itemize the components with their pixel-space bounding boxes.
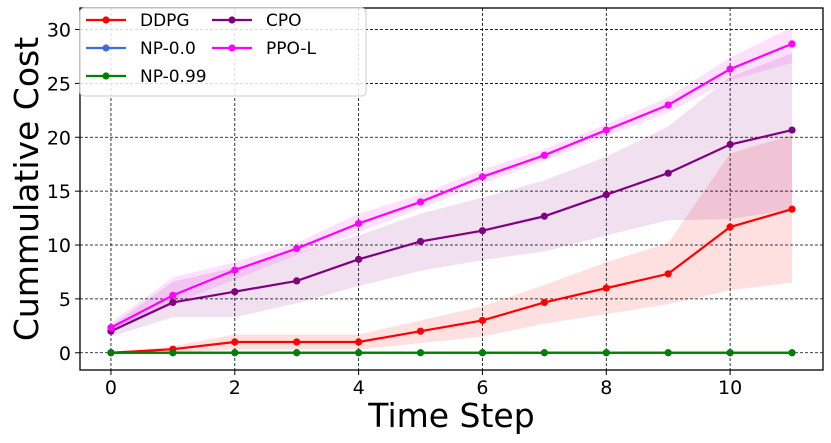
data-point-ppo-l bbox=[540, 151, 548, 159]
data-point-np-0-99 bbox=[540, 349, 548, 357]
data-point-ppo-l bbox=[355, 219, 363, 228]
y-tick-label: 30 bbox=[47, 20, 71, 42]
series-line-ppo-l bbox=[110, 42, 793, 329]
data-point-cpo bbox=[602, 191, 610, 199]
data-point-ppo-l bbox=[169, 291, 177, 299]
data-point-cpo bbox=[416, 237, 425, 246]
data-point-ppo-l bbox=[107, 324, 115, 332]
data-point-np-0-99 bbox=[664, 349, 672, 357]
legend: DDPG NP-0.0 NP-0.99 CPO PPO-L bbox=[79, 7, 367, 97]
data-point-ddpg bbox=[231, 338, 239, 346]
data-point-ppo-l bbox=[788, 40, 796, 48]
data-point-cpo bbox=[478, 227, 487, 235]
axis-ticks: 0 2 4 6 8 10 0 5 10 15 20 25 30 bbox=[47, 20, 742, 399]
plot-frame bbox=[79, 7, 824, 371]
data-point-np-0-99 bbox=[293, 349, 301, 357]
x-tick-label: 8 bbox=[600, 377, 612, 399]
x-tick-label: 10 bbox=[718, 377, 742, 399]
y-tick-label: 15 bbox=[47, 181, 71, 203]
data-point-cpo bbox=[788, 126, 796, 134]
data-point-ddpg bbox=[478, 316, 487, 325]
y-axis-label: Cummulative Cost bbox=[7, 37, 46, 341]
legend-marker-np-0-0 bbox=[102, 44, 110, 52]
data-point-cpo bbox=[726, 140, 734, 149]
data-point-ppo-l bbox=[293, 244, 301, 253]
legend-label-ppo-l: PPO-L bbox=[266, 39, 316, 59]
series-lines bbox=[107, 40, 796, 357]
legend-marker-ddpg bbox=[102, 16, 110, 24]
data-point-ppo-l bbox=[478, 173, 487, 181]
data-point-np-0-99 bbox=[726, 349, 734, 357]
band-ppo-l bbox=[110, 27, 793, 333]
legend-box bbox=[79, 7, 367, 97]
y-tick-label: 20 bbox=[47, 127, 71, 149]
band-ddpg bbox=[110, 135, 793, 353]
x-tick-label: 6 bbox=[476, 377, 488, 399]
series-line-cpo bbox=[110, 128, 793, 333]
x-tick-label: 4 bbox=[353, 377, 365, 399]
data-point-np-0-99 bbox=[355, 349, 363, 357]
data-point-ppo-l bbox=[664, 101, 672, 109]
legend-marker-np-0-99 bbox=[102, 72, 110, 80]
data-point-ddpg bbox=[416, 327, 425, 335]
confidence-bands bbox=[110, 27, 793, 353]
data-point-cpo bbox=[293, 277, 301, 285]
data-point-ddpg bbox=[726, 223, 734, 231]
data-point-np-0-99 bbox=[602, 349, 610, 357]
data-point-ddpg bbox=[602, 284, 610, 292]
legend-label-np-0-0: NP-0.0 bbox=[140, 39, 196, 59]
band-cpo bbox=[110, 53, 793, 337]
data-point-ppo-l bbox=[602, 126, 610, 134]
x-tick-label: 0 bbox=[105, 377, 117, 399]
data-point-np-0-99 bbox=[416, 349, 425, 357]
y-tick-label: 10 bbox=[47, 235, 71, 257]
legend-marker-ppo-l bbox=[228, 44, 236, 52]
data-point-np-0-99 bbox=[231, 349, 239, 357]
legend-label-np-0-99: NP-0.99 bbox=[140, 67, 207, 87]
legend-marker-cpo bbox=[228, 16, 236, 24]
x-axis-label: Time Step bbox=[367, 396, 534, 435]
series-line-ddpg bbox=[110, 208, 793, 354]
data-point-np-0-99 bbox=[478, 349, 487, 357]
data-point-np-0-99 bbox=[788, 349, 796, 357]
data-point-ddpg bbox=[664, 270, 672, 278]
data-point-ddpg bbox=[788, 205, 796, 213]
data-point-np-0-99 bbox=[107, 349, 115, 357]
data-point-cpo bbox=[355, 255, 363, 263]
y-tick-label: 0 bbox=[59, 343, 71, 365]
data-point-ppo-l bbox=[416, 198, 425, 206]
data-point-cpo bbox=[231, 288, 239, 296]
data-point-cpo bbox=[169, 298, 177, 307]
legend-label-cpo: CPO bbox=[266, 11, 302, 31]
data-point-cpo bbox=[540, 212, 548, 220]
y-tick-label: 25 bbox=[47, 73, 71, 95]
data-point-ppo-l bbox=[231, 266, 239, 274]
y-tick-label: 5 bbox=[59, 289, 71, 311]
data-point-ddpg bbox=[355, 338, 363, 346]
data-point-ppo-l bbox=[726, 65, 734, 73]
data-point-np-0-99 bbox=[169, 349, 177, 357]
data-point-cpo bbox=[664, 169, 672, 177]
legend-label-ddpg: DDPG bbox=[140, 11, 190, 31]
x-tick-label: 2 bbox=[229, 377, 241, 399]
data-point-ddpg bbox=[540, 298, 548, 307]
data-point-ddpg bbox=[293, 338, 301, 346]
